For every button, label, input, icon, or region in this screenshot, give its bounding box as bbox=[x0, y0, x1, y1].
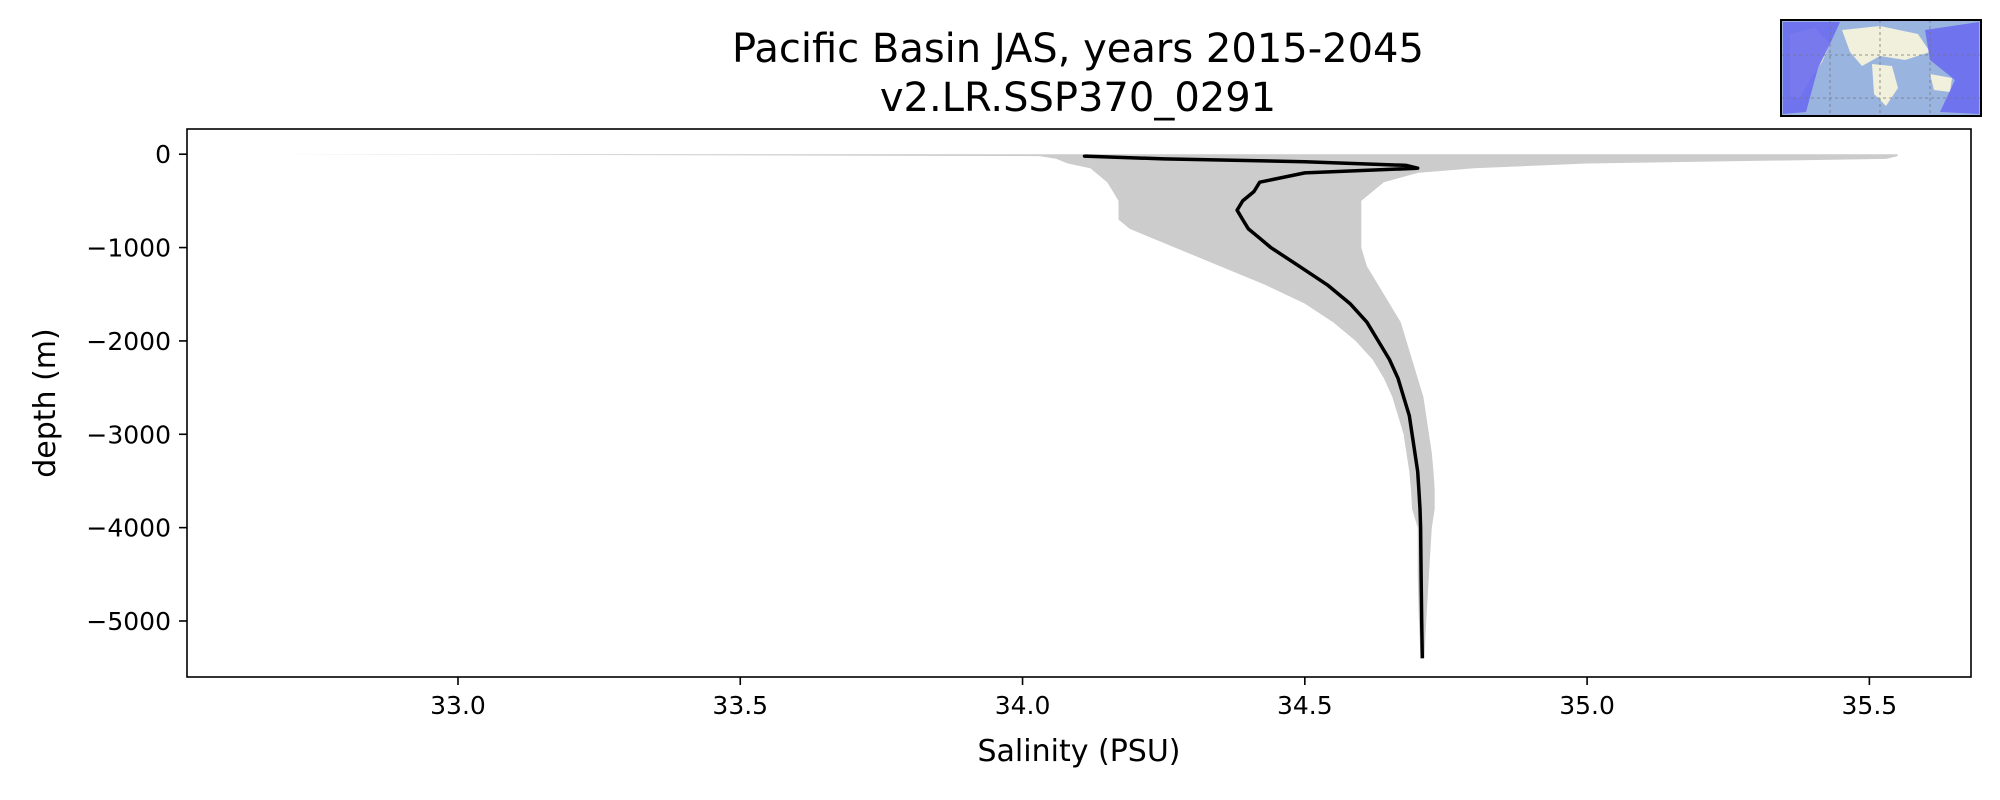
y-tick-label: −1000 bbox=[86, 234, 171, 263]
y-axis: 0 −1000 −2000 −3000 −4000 −5000 bbox=[86, 140, 187, 636]
y-axis-label: depth (m) bbox=[28, 328, 63, 478]
y-tick-label: −3000 bbox=[86, 420, 171, 449]
x-tick-label: 33.5 bbox=[712, 691, 768, 720]
y-tick-label: −4000 bbox=[86, 514, 171, 543]
y-tick-label: −5000 bbox=[86, 607, 171, 636]
x-tick-label: 34.0 bbox=[995, 691, 1051, 720]
chart-title: Pacific Basin JAS, years 2015-2045 bbox=[732, 26, 1424, 72]
x-tick-label: 34.5 bbox=[1277, 691, 1333, 720]
region-map-inset bbox=[1780, 19, 1982, 117]
plot-area bbox=[277, 154, 1898, 659]
y-tick-label: −2000 bbox=[86, 327, 171, 356]
spread-band bbox=[277, 154, 1898, 659]
x-tick-label: 35.5 bbox=[1842, 691, 1898, 720]
x-axis: 33.0 33.5 34.0 34.5 35.0 35.5 bbox=[430, 677, 1897, 720]
x-tick-label: 33.0 bbox=[430, 691, 486, 720]
x-axis-label: Salinity (PSU) bbox=[978, 734, 1181, 769]
chart-subtitle: v2.LR.SSP370_0291 bbox=[880, 75, 1276, 121]
axes-frame bbox=[186, 128, 1972, 678]
mean-profile-line bbox=[1082, 154, 1425, 659]
x-tick-label: 35.0 bbox=[1559, 691, 1615, 720]
y-tick-label: 0 bbox=[155, 140, 171, 169]
